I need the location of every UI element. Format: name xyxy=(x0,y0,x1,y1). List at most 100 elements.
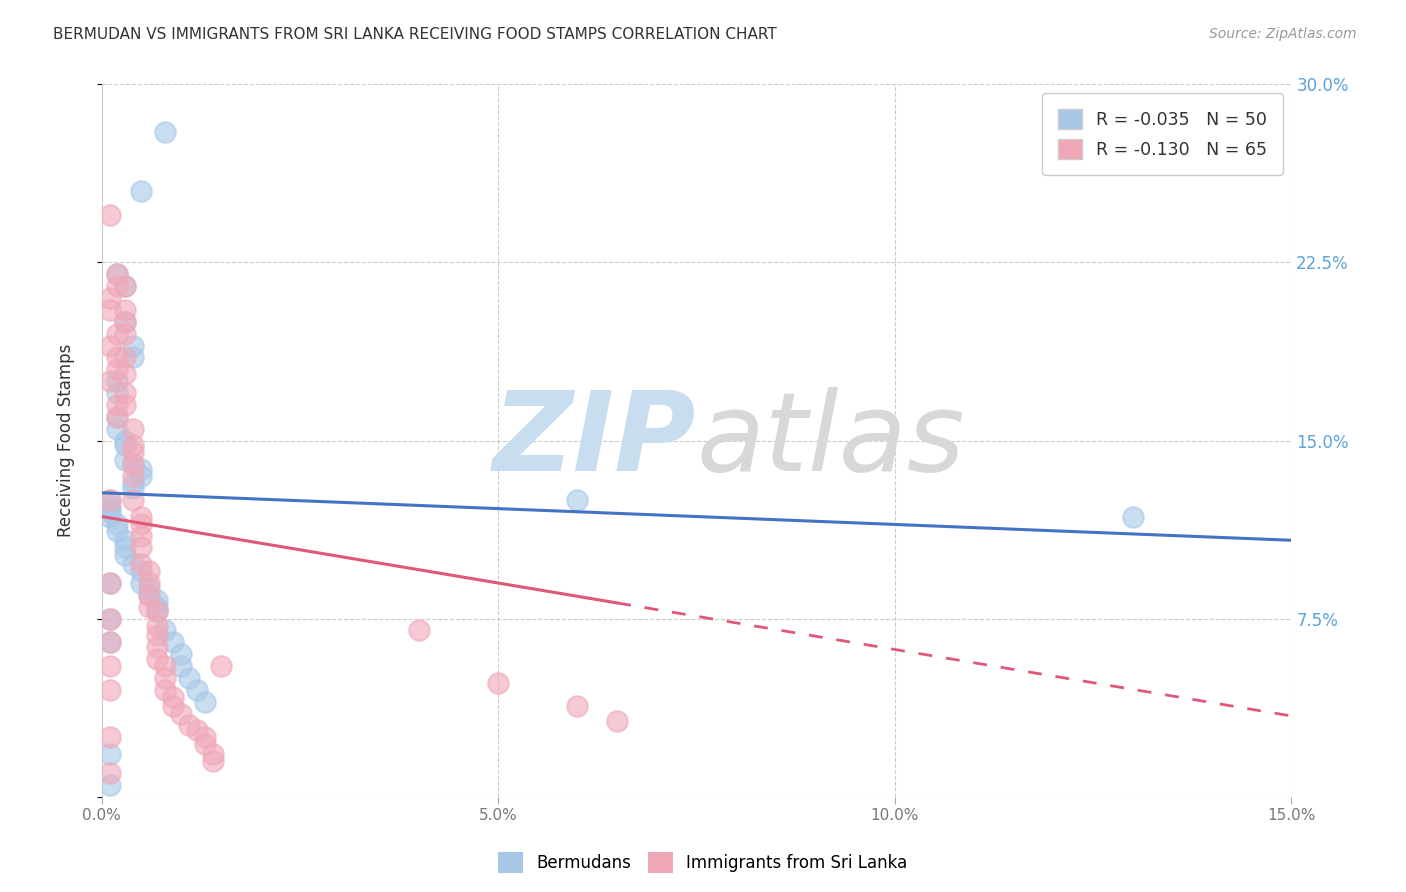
Point xyxy=(129,516,152,531)
Point xyxy=(122,351,145,365)
Point xyxy=(107,374,129,388)
Point xyxy=(146,619,169,633)
Point xyxy=(486,675,509,690)
Legend: R = -0.035   N = 50, R = -0.130   N = 65: R = -0.035 N = 50, R = -0.130 N = 65 xyxy=(1042,93,1282,175)
Point xyxy=(114,367,136,381)
Point xyxy=(138,588,160,602)
Point xyxy=(122,476,145,491)
Point xyxy=(98,492,121,507)
Point xyxy=(107,279,129,293)
Point xyxy=(122,557,145,571)
Point xyxy=(122,492,145,507)
Point xyxy=(153,125,176,139)
Point xyxy=(567,492,589,507)
Point xyxy=(201,754,224,768)
Point xyxy=(153,624,176,638)
Point xyxy=(129,462,152,476)
Point xyxy=(186,723,208,738)
Text: atlas: atlas xyxy=(696,387,965,494)
Point xyxy=(114,533,136,548)
Point xyxy=(114,351,136,365)
Point xyxy=(122,458,145,472)
Point xyxy=(98,509,121,524)
Point xyxy=(129,541,152,555)
Point xyxy=(209,659,232,673)
Point xyxy=(122,458,145,472)
Point xyxy=(177,718,200,732)
Point xyxy=(98,682,121,697)
Point xyxy=(107,398,129,412)
Point xyxy=(107,362,129,376)
Point xyxy=(107,409,129,424)
Point xyxy=(114,279,136,293)
Point xyxy=(98,303,121,318)
Point xyxy=(114,315,136,329)
Point xyxy=(107,386,129,401)
Text: Source: ZipAtlas.com: Source: ZipAtlas.com xyxy=(1209,27,1357,41)
Point xyxy=(114,303,136,318)
Point xyxy=(114,386,136,401)
Point xyxy=(122,445,145,459)
Point xyxy=(98,612,121,626)
Point xyxy=(162,635,184,649)
Point xyxy=(153,659,176,673)
Point xyxy=(122,469,145,483)
Point xyxy=(107,516,129,531)
Point xyxy=(98,338,121,352)
Point xyxy=(98,291,121,305)
Point xyxy=(138,564,160,578)
Point xyxy=(1122,509,1144,524)
Point xyxy=(162,690,184,704)
Point xyxy=(194,731,217,745)
Point xyxy=(107,409,129,424)
Point xyxy=(129,576,152,591)
Point xyxy=(146,640,169,654)
Point xyxy=(98,778,121,792)
Point xyxy=(107,524,129,538)
Point xyxy=(98,576,121,591)
Point xyxy=(98,208,121,222)
Point xyxy=(138,576,160,591)
Point xyxy=(98,492,121,507)
Point xyxy=(129,564,152,578)
Point xyxy=(98,612,121,626)
Point xyxy=(146,605,169,619)
Point xyxy=(170,647,193,661)
Point xyxy=(146,592,169,607)
Point xyxy=(129,469,152,483)
Point xyxy=(146,628,169,642)
Point xyxy=(153,671,176,685)
Point xyxy=(114,438,136,452)
Point xyxy=(138,588,160,602)
Point xyxy=(107,351,129,365)
Point xyxy=(138,581,160,595)
Point xyxy=(201,747,224,761)
Text: ZIP: ZIP xyxy=(494,387,696,494)
Point xyxy=(98,505,121,519)
Point xyxy=(129,509,152,524)
Point xyxy=(186,682,208,697)
Legend: Bermudans, Immigrants from Sri Lanka: Bermudans, Immigrants from Sri Lanka xyxy=(492,846,914,880)
Point xyxy=(122,338,145,352)
Point xyxy=(107,268,129,282)
Point xyxy=(153,682,176,697)
Point xyxy=(146,605,169,619)
Point xyxy=(114,434,136,448)
Text: BERMUDAN VS IMMIGRANTS FROM SRI LANKA RECEIVING FOOD STAMPS CORRELATION CHART: BERMUDAN VS IMMIGRANTS FROM SRI LANKA RE… xyxy=(53,27,778,42)
Point xyxy=(107,326,129,341)
Point xyxy=(567,699,589,714)
Point xyxy=(170,659,193,673)
Point xyxy=(114,452,136,467)
Point xyxy=(114,315,136,329)
Point xyxy=(146,599,169,614)
Point xyxy=(122,481,145,495)
Point xyxy=(170,706,193,721)
Point xyxy=(606,714,628,728)
Point xyxy=(177,671,200,685)
Point xyxy=(122,438,145,452)
Point xyxy=(114,279,136,293)
Point xyxy=(194,695,217,709)
Point xyxy=(122,422,145,436)
Point xyxy=(129,184,152,198)
Point xyxy=(98,766,121,780)
